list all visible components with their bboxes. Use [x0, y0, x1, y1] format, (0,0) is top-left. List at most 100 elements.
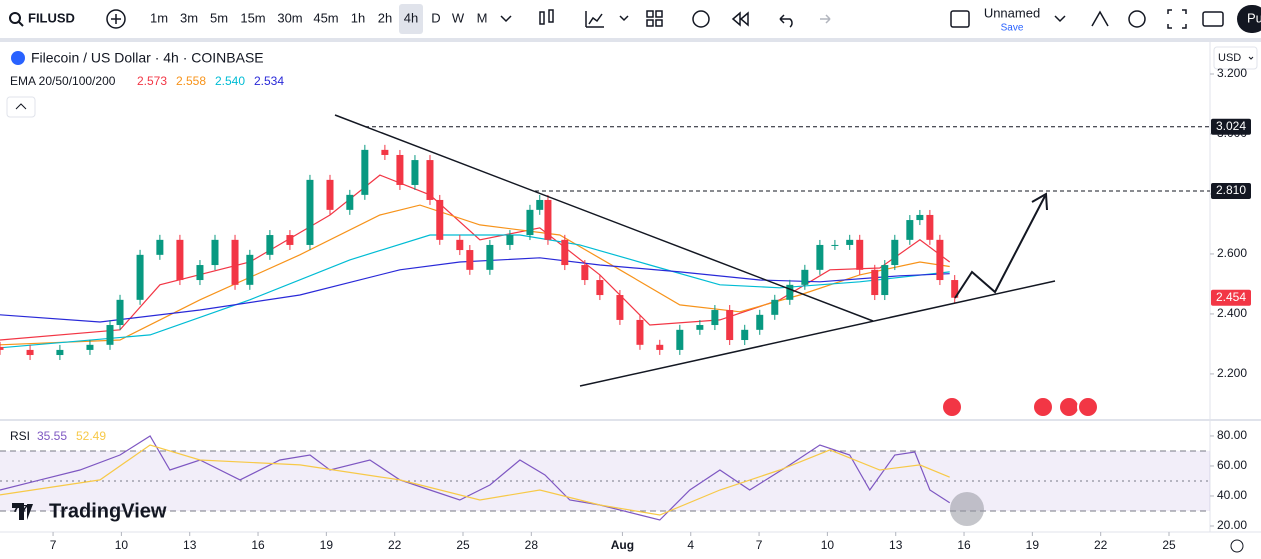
redo-icon[interactable]: [820, 14, 831, 24]
interval[interactable]: 15m: [240, 10, 265, 25]
us-event[interactable]: [1077, 396, 1099, 418]
y-tick-label: 60.00: [1217, 458, 1247, 472]
layout-box-icon[interactable]: [950, 10, 970, 28]
interval[interactable]: 30m: [277, 10, 302, 25]
candle-type-icon[interactable]: [539, 11, 545, 25]
layout-icon-3: [646, 19, 654, 27]
candle-body: [211, 239, 219, 266]
candle-body: [116, 299, 124, 326]
candle-body: [396, 154, 404, 185]
quick-search-icon[interactable]: [1091, 10, 1109, 27]
candle-body: [136, 254, 144, 300]
candle-body: [526, 209, 534, 236]
candle-body: [506, 235, 514, 245]
candle-body: [466, 250, 474, 270]
candle-body: [411, 160, 419, 185]
candle-body: [106, 325, 114, 345]
settings-icon[interactable]: [1128, 10, 1146, 28]
interval[interactable]: D: [431, 10, 440, 25]
currency-button[interactable]: [1213, 46, 1258, 70]
indicators-icon[interactable]: [585, 11, 604, 28]
search-icon-handle: [18, 21, 24, 27]
search-icon[interactable]: [9, 12, 21, 24]
interval[interactable]: 45m: [313, 10, 338, 25]
x-tick-label: 16: [251, 538, 265, 552]
candle-body: [544, 199, 552, 240]
candle-body: [936, 239, 944, 281]
y-tick-label: 2.400: [1217, 306, 1247, 320]
interval[interactable]: W: [452, 10, 465, 25]
undo-icon[interactable]: [779, 14, 793, 28]
level-label: 2.810: [1216, 183, 1246, 197]
add-symbol-button[interactable]: [106, 9, 126, 29]
candle-body: [831, 244, 839, 246]
indicators-dropdown[interactable]: [619, 15, 629, 22]
interval[interactable]: 3m: [180, 10, 198, 25]
projection-arrow[interactable]: [954, 195, 1046, 299]
us-event[interactable]: [941, 396, 963, 418]
x-tick-label: 19: [320, 538, 334, 552]
layout-icon-2: [655, 10, 663, 18]
candle-body: [636, 319, 644, 345]
us-event[interactable]: [1058, 396, 1080, 418]
trend-line-up[interactable]: [579, 280, 1056, 387]
fullscreen-icon[interactable]: [1167, 9, 1187, 29]
indicator-value: 35.55: [37, 429, 67, 443]
interval[interactable]: M: [477, 10, 488, 25]
candle-body: [581, 265, 589, 281]
x-tick-label: 25: [1162, 538, 1176, 552]
indicator-line: [0, 174, 951, 341]
indicator-value: 2.534: [254, 74, 284, 88]
candle-body: [786, 284, 794, 300]
symbol[interactable]: FILUSD: [28, 10, 75, 25]
candle-body: [676, 329, 684, 350]
y-tick-label: 20.00: [1217, 518, 1247, 532]
interval[interactable]: 2h: [378, 10, 392, 25]
candle-body: [711, 310, 719, 326]
candle-body: [696, 325, 704, 330]
user-button[interactable]: [1237, 5, 1261, 33]
interval[interactable]: 1h: [351, 10, 365, 25]
candle-body: [176, 239, 184, 281]
layout-icon[interactable]: [646, 10, 654, 18]
indicator-line: [0, 435, 951, 521]
candle-body: [756, 314, 764, 330]
layout-dropdown[interactable]: [1054, 15, 1066, 23]
toolbar-divider: [0, 38, 1261, 42]
candle-body: [361, 149, 369, 195]
candle-body: [656, 344, 664, 350]
candle-body: [436, 199, 444, 240]
snapshot-icon[interactable]: [1202, 11, 1224, 27]
layout-name[interactable]: Unnamed: [984, 5, 1040, 20]
candle-body: [306, 179, 314, 245]
interval[interactable]: 1m: [150, 10, 168, 25]
indicator-value: 2.540: [215, 74, 245, 88]
time-settings-icon[interactable]: [1230, 539, 1244, 553]
rsi-pane: 20.00 40.00 60.00 80.00 7 10 13 16 19 22 25 28 Aug 4 7…: [0, 428, 1247, 552]
candle-body: [561, 239, 569, 266]
indicator-line: [0, 257, 950, 323]
alert-icon[interactable]: [692, 10, 710, 28]
candle-type-icon-2: [548, 9, 554, 23]
x-tick-label: 25: [456, 538, 470, 552]
active-interval-bg: [399, 4, 423, 34]
candle-body: [906, 220, 914, 240]
currency[interactable]: USD: [1218, 52, 1241, 64]
x-tick-label: 16: [957, 538, 971, 552]
toolbar-icons: [539, 9, 1224, 29]
x-tick-label: 7: [756, 538, 763, 552]
x-tick-label: 10: [821, 538, 835, 552]
collapse-legend[interactable]: [6, 96, 36, 118]
indicator-label: EMA 20/50/100/200: [10, 74, 116, 88]
user-initials: Pu: [1247, 10, 1261, 25]
trend-line-down[interactable]: [334, 114, 874, 322]
interval-dropdown[interactable]: [500, 15, 512, 23]
us-event[interactable]: [1032, 396, 1054, 418]
y-tick-label: 80.00: [1217, 428, 1247, 442]
interval[interactable]: 4h: [404, 10, 418, 25]
save-button[interactable]: Save: [1001, 23, 1024, 34]
replay-icon[interactable]: [731, 11, 749, 27]
x-tick-label: 7: [50, 538, 57, 552]
interval[interactable]: 5m: [210, 10, 228, 25]
